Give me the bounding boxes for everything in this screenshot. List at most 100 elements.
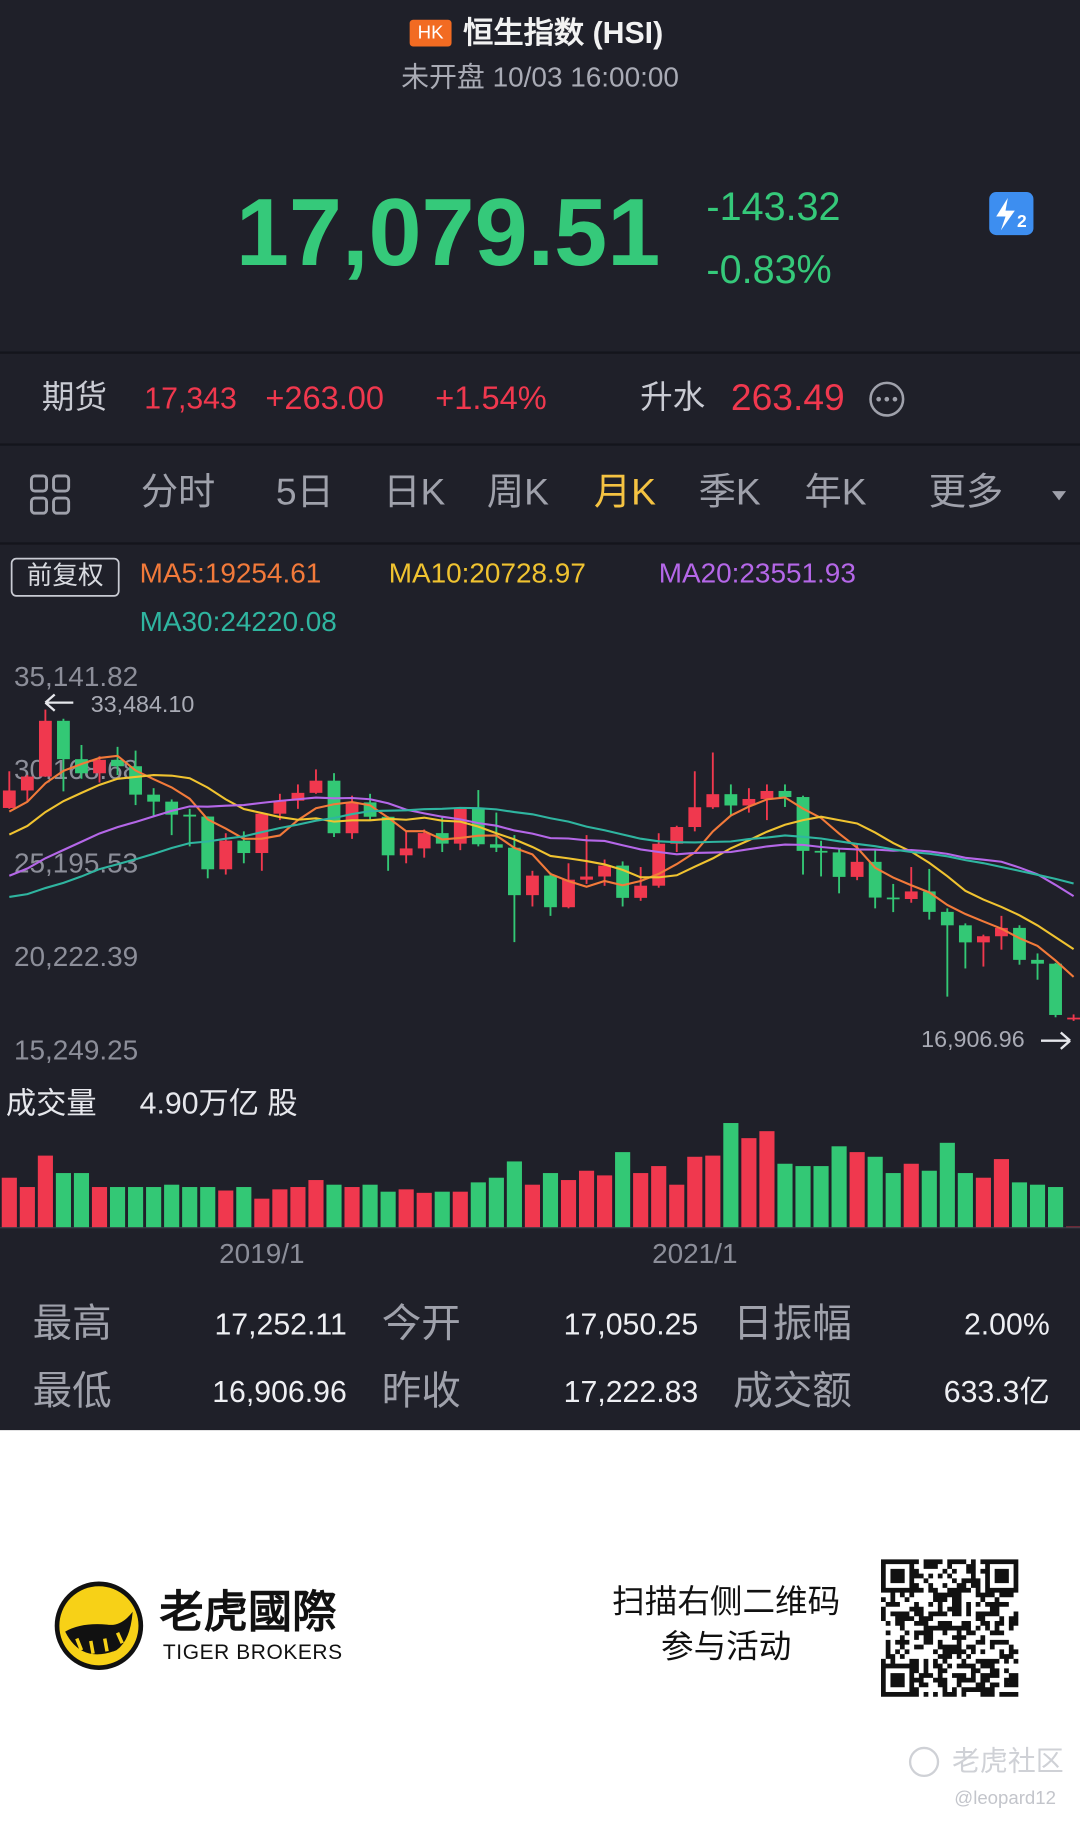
tab[interactable]: 5日 [276, 470, 334, 512]
candle-body [832, 852, 846, 877]
candle-body [255, 813, 269, 854]
candle-body [886, 897, 900, 900]
volume-bar [524, 1184, 540, 1228]
layout-icon[interactable] [29, 474, 71, 515]
stat-label: 最低 [33, 1370, 112, 1414]
volume-bar [633, 1173, 649, 1228]
dot [876, 396, 881, 402]
more-button[interactable] [869, 381, 905, 417]
candle-body [760, 790, 774, 799]
stat-value: 17,252.11 [214, 1309, 346, 1342]
tab[interactable]: 周K [487, 470, 549, 512]
candle-body [940, 911, 954, 926]
market-status: 未开盘 10/03 16:00:00 [401, 62, 679, 93]
tab[interactable]: 更多 [929, 470, 1003, 512]
legend-entry: MA5:19254.61 [140, 557, 322, 588]
candle-body [57, 720, 70, 760]
logo-mark [65, 1611, 133, 1655]
candle-body [958, 925, 972, 943]
y-tick-label: 35,141.82 [14, 661, 138, 692]
icon-cell [52, 474, 71, 493]
adjust-label: 前复权 [27, 561, 104, 590]
volume-bar [1, 1177, 17, 1228]
volume-bar [687, 1156, 703, 1228]
watermark-icon [908, 1746, 940, 1778]
candle-body [309, 780, 323, 793]
volume-bar [434, 1191, 450, 1228]
level-bolt [996, 197, 1015, 231]
candle-body [634, 885, 648, 898]
price-change-pct: -0.83% [706, 248, 831, 292]
tab[interactable]: 月K [594, 470, 656, 512]
candle-body [1049, 963, 1062, 1015]
stat-value: 633.3亿 [944, 1375, 1050, 1409]
futures-change: +263.00 [265, 380, 384, 416]
stat-label: 日振幅 [733, 1302, 852, 1346]
futures-label: 期货 [42, 379, 107, 415]
premium-label: 升水 [640, 379, 705, 415]
logo-stripes [75, 1632, 124, 1655]
volume-bar [19, 1187, 35, 1228]
candle-body [526, 875, 539, 896]
candle-body [507, 847, 521, 896]
candle-body [580, 876, 593, 880]
stat-value: 16,906.96 [212, 1376, 347, 1409]
qr-modules [880, 1559, 1019, 1697]
adjust-box[interactable] [10, 557, 120, 597]
volume-bar [939, 1142, 955, 1228]
candle-body [670, 827, 684, 844]
volume-bar [849, 1152, 865, 1228]
volume-bar [741, 1138, 757, 1228]
volume-bar [488, 1177, 504, 1228]
candle-body [183, 814, 197, 817]
dot [884, 396, 890, 402]
qr-code [880, 1559, 1019, 1697]
candle-body [2, 790, 16, 808]
volume-bar [885, 1173, 901, 1228]
candle-body [291, 792, 305, 801]
tab[interactable]: 日K [383, 470, 445, 512]
volume-bar [380, 1191, 396, 1228]
market-badge [409, 19, 452, 47]
volume-bar [164, 1184, 180, 1228]
icon-cell [29, 474, 49, 493]
stats: 最高 17,252.11 今开 17,050.25 日振幅 2.00% 最低 16,906.9… [33, 1302, 1050, 1413]
tab[interactable]: 年K [805, 470, 867, 512]
volume-bar [37, 1155, 53, 1228]
volume-bar [1047, 1187, 1064, 1228]
candle-body [219, 840, 233, 870]
volume-bar [1011, 1182, 1028, 1228]
volume-bar [452, 1191, 468, 1228]
level-text: 2 [1017, 211, 1027, 231]
tab[interactable]: 季K [699, 470, 761, 512]
brand: 老虎國際 [159, 1588, 337, 1637]
volume-bar [290, 1187, 306, 1228]
volume-text: 4.90万亿 股 [140, 1087, 298, 1121]
stat-label: 今开 [382, 1302, 461, 1346]
volume-bar [128, 1187, 144, 1228]
candle-body [868, 861, 882, 898]
volume-bar [506, 1161, 522, 1228]
divider [0, 542, 1080, 545]
y-tick-label: 20,222.39 [14, 941, 138, 972]
tab[interactable]: 分时 [141, 470, 215, 512]
volume-bar [560, 1180, 577, 1228]
volume-bar [344, 1187, 360, 1228]
volume-bar [362, 1184, 378, 1228]
candle-body [706, 794, 720, 808]
annotation-arrow [44, 693, 74, 712]
volume-bar [182, 1187, 198, 1228]
price-change: -143.32 [706, 185, 840, 229]
volume-bar [921, 1170, 937, 1228]
watermark: 老虎社区 [952, 1745, 1064, 1776]
brand-en: TIGER BROKERS [163, 1641, 343, 1664]
divider [0, 443, 1080, 446]
plot: MA5:19254.61 MA10:20728.97 MA20:23551.93 MA… [0, 557, 1080, 1269]
annotation: 16,906.96 [921, 1026, 1025, 1052]
dropdown-arrow[interactable] [1052, 491, 1067, 501]
candle-body [742, 798, 756, 806]
volume-bar [723, 1123, 739, 1228]
volume-bar [308, 1180, 324, 1228]
